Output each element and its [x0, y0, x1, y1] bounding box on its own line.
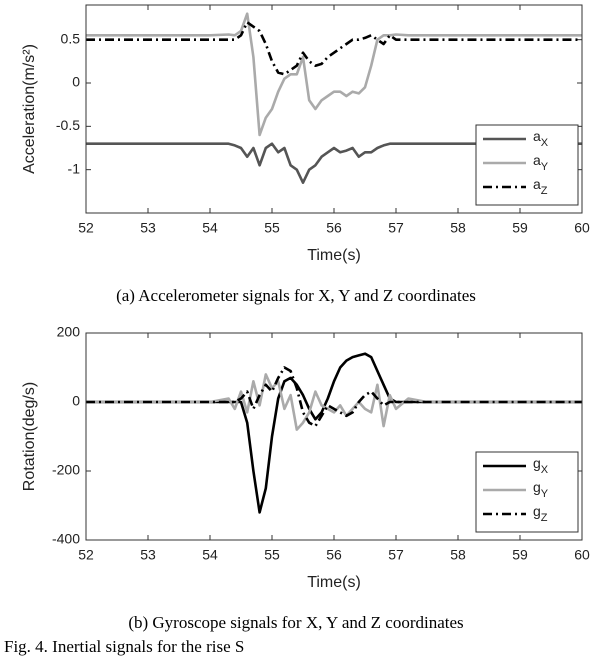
legend-box	[475, 451, 579, 533]
data-line	[86, 142, 582, 184]
y-tick-label: -1	[68, 160, 81, 176]
caption: (b) Gyroscope signals for X, Y and Z coo…	[128, 613, 463, 632]
x-axis-label: Time(s)	[307, 574, 361, 591]
caption: (a) Accelerometer signals for X, Y and Z…	[116, 286, 476, 305]
y-axis-label: Rotation(deg/s)	[21, 382, 38, 491]
x-tick-label: 57	[388, 547, 404, 563]
x-tick-label: 55	[264, 220, 280, 236]
data-line	[86, 21, 582, 76]
legend-label: aY	[533, 152, 549, 173]
legend-label: aZ	[533, 176, 548, 197]
x-tick-label: 58	[450, 220, 466, 236]
x-tick-label: 58	[450, 547, 466, 563]
plot-frame	[85, 332, 583, 541]
x-tick-label: 60	[574, 220, 590, 236]
x-tick-label: 52	[78, 547, 94, 563]
legend-box	[475, 124, 579, 206]
y-axis-label: Acceleration(m/s²)	[21, 44, 38, 174]
x-tick-label: 54	[202, 547, 218, 563]
data-line	[86, 366, 582, 428]
legend-label: gY	[533, 479, 549, 500]
x-tick-label: 52	[78, 220, 94, 236]
y-tick-label: 0	[72, 393, 80, 409]
x-tick-label: 59	[512, 220, 528, 236]
x-tick-label: 56	[326, 220, 342, 236]
x-axis-label: Time(s)	[307, 247, 361, 264]
y-tick-label: -0.5	[56, 117, 80, 133]
figure-caption: Fig. 4. Inertial signals for the rise S	[4, 637, 244, 656]
x-tick-label: 56	[326, 547, 342, 563]
x-tick-label: 53	[140, 220, 156, 236]
x-tick-label: 57	[388, 220, 404, 236]
y-tick-label: -400	[52, 531, 80, 547]
legend-label: gX	[533, 455, 549, 476]
y-tick-label: 0.5	[61, 30, 81, 46]
y-tick-label: -200	[52, 462, 80, 478]
x-tick-label: 54	[202, 220, 218, 236]
x-tick-label: 53	[140, 547, 156, 563]
plot-frame	[85, 4, 583, 214]
x-tick-label: 55	[264, 547, 280, 563]
x-tick-label: 59	[512, 547, 528, 563]
legend-label: gZ	[533, 503, 548, 524]
data-line	[86, 12, 582, 137]
legend-label: aX	[533, 128, 549, 149]
x-tick-label: 60	[574, 547, 590, 563]
y-tick-label: 200	[57, 324, 81, 340]
y-tick-label: 0	[72, 74, 80, 90]
